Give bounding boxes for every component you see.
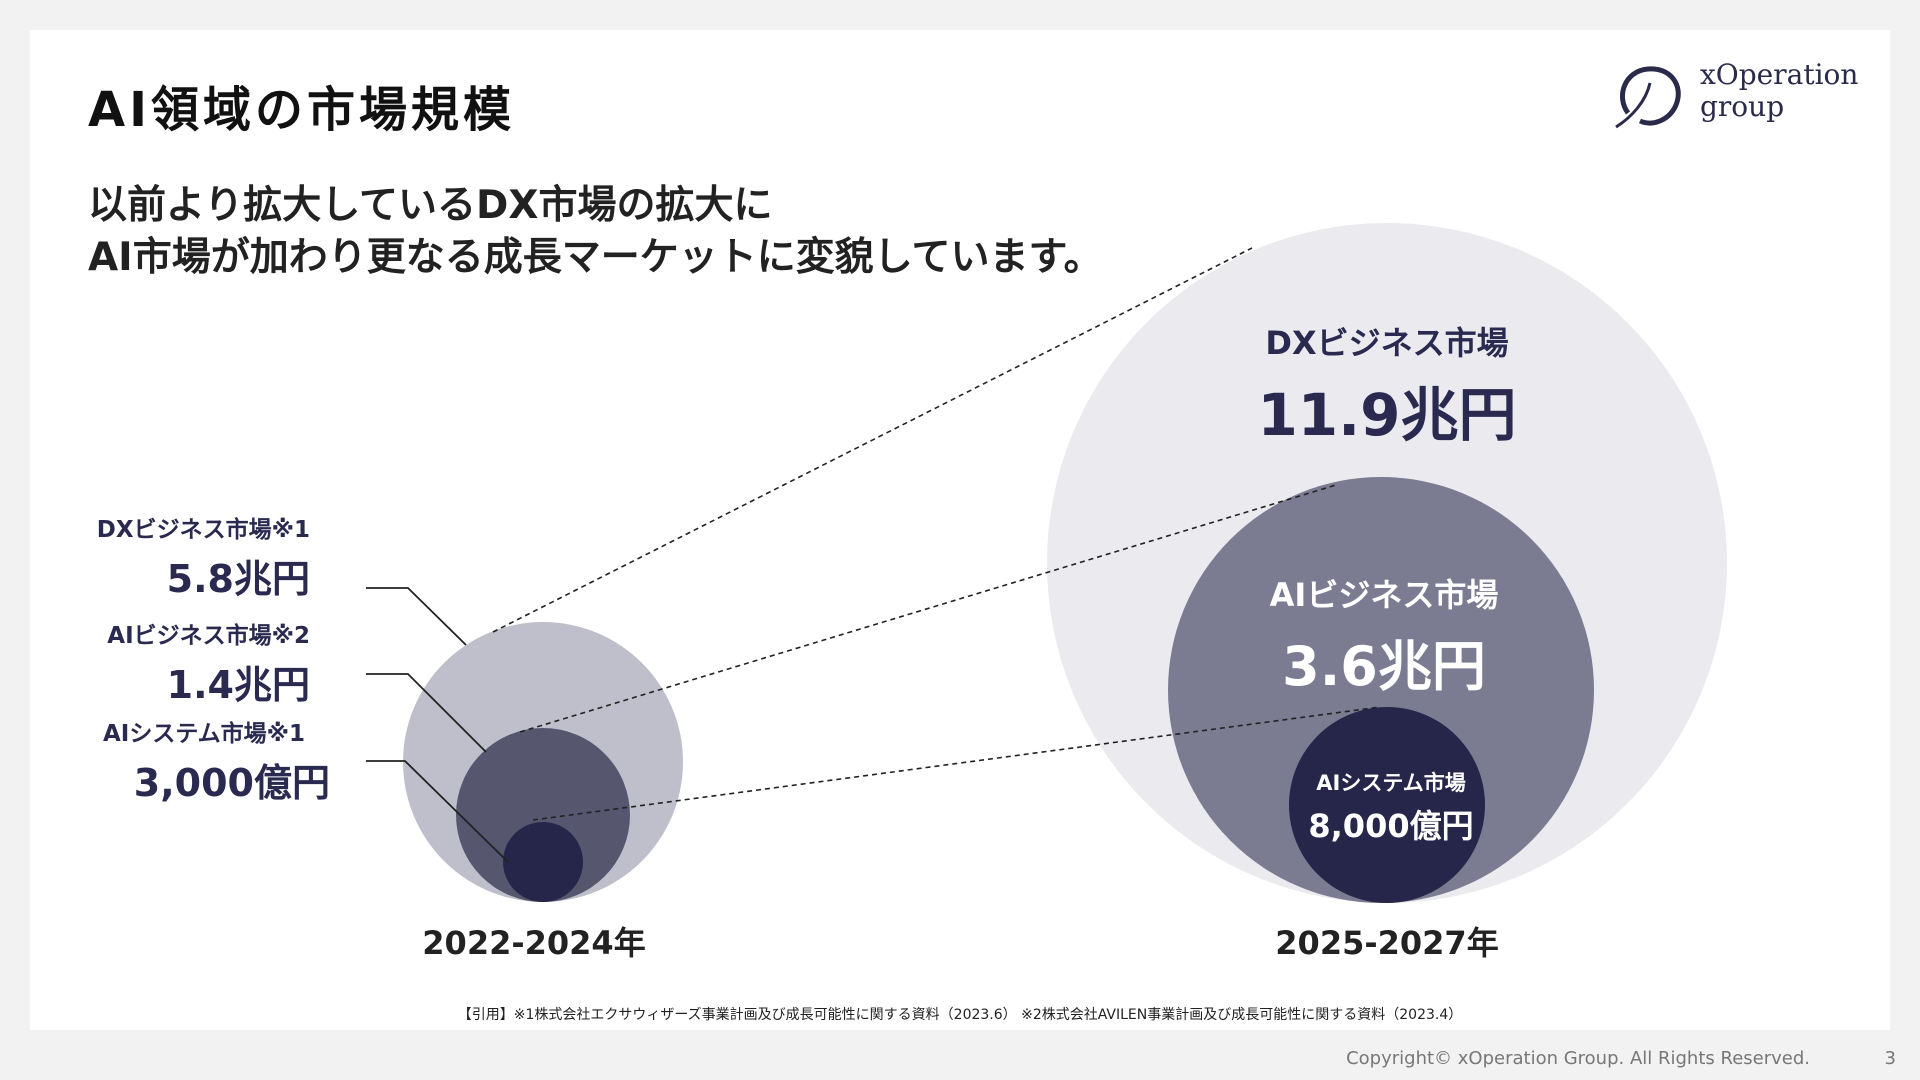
- ai-name-2025: AIビジネス市場: [1269, 576, 1499, 614]
- dx-projection-line: [492, 247, 1253, 633]
- dx-label-2025: DXビジネス市場 11.9兆円: [1187, 318, 1587, 452]
- page-number: 3: [1884, 1048, 1896, 1069]
- system-value-2022: 3,000億円: [133, 761, 330, 805]
- ai-label-2025: AIビジネス市場 3.6兆円: [1184, 570, 1584, 701]
- ai-value-2025: 3.6兆円: [1282, 635, 1486, 698]
- ai-leader-line: [366, 673, 487, 753]
- dx-label-2022: DXビジネス市場※1 5.8兆円: [60, 510, 310, 603]
- year-label-2022: 2022-2024年: [422, 924, 646, 962]
- ai-label-2022: AIビジネス市場※2 1.4兆円: [60, 616, 310, 709]
- dx-value-2025: 11.9兆円: [1257, 381, 1517, 449]
- company-logo: xOperation group: [1610, 55, 1860, 135]
- system-name-2025: AIシステム市場: [1316, 771, 1466, 795]
- dx-name-2025: DXビジネス市場: [1265, 324, 1509, 362]
- system-value-2025: 8,000億円: [1308, 807, 1474, 845]
- ai-projection-line: [519, 484, 1337, 733]
- headline: 以前より拡大しているDX市場の拡大に AI市場が加わり更なる成長マーケットに変貌…: [88, 180, 1103, 284]
- logo-mark-icon: [1615, 66, 1681, 129]
- system-name-2022: AIシステム市場※1: [102, 721, 305, 747]
- system-leader-line: [366, 760, 509, 863]
- copyright-text: Copyright© xOperation Group. All Rights …: [1346, 1048, 1810, 1069]
- system-projection-line: [532, 706, 1381, 821]
- logo-text-line2: group: [1700, 90, 1785, 123]
- year-label-2025: 2025-2027年: [1275, 924, 1499, 962]
- headline-line2: AI市場が加わり更なる成長マーケットに変貌しています。: [88, 235, 1103, 280]
- system-label-2025: AIシステム市場 8,000億円: [1291, 767, 1491, 847]
- page-title: AI領域の市場規模: [88, 82, 516, 138]
- logo-text-line1: xOperation: [1700, 58, 1859, 91]
- ai-name-2022: AIビジネス市場※2: [107, 623, 310, 649]
- ai-value-2022: 1.4兆円: [166, 663, 310, 707]
- dx-leader-line: [366, 587, 467, 646]
- dx-name-2022: DXビジネス市場※1: [96, 517, 310, 543]
- system-label-2022: AIシステム市場※1 3,000億円: [60, 714, 330, 807]
- system-circle-2025: [1289, 707, 1485, 903]
- ai-circle-2025: [1168, 477, 1594, 903]
- dx-value-2022: 5.8兆円: [166, 557, 310, 601]
- headline-line1: 以前より拡大しているDX市場の拡大に: [88, 183, 773, 228]
- system-circle-2022: [503, 822, 583, 902]
- citation-note: 【引用】※1株式会社エクサウィザーズ事業計画及び成長可能性に関する資料（2023…: [457, 1007, 1463, 1023]
- ai-circle-2022: [456, 728, 630, 902]
